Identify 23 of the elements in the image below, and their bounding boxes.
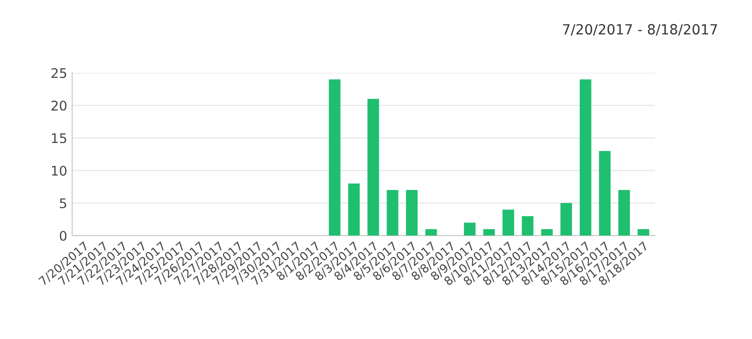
y-tick-label: 5 (60, 198, 66, 208)
bar (367, 98, 380, 236)
bar (425, 229, 437, 236)
bar (464, 222, 476, 236)
bar (638, 229, 650, 236)
bar (580, 79, 592, 236)
y-tick-label: 20 (52, 100, 66, 111)
bar (599, 150, 611, 236)
bar (483, 229, 495, 236)
bar (328, 79, 340, 236)
chart-title: 7/20/2017 - 8/18/2017 (563, 24, 717, 36)
bar (406, 190, 418, 236)
y-tick-label: 10 (52, 166, 66, 176)
bar (618, 190, 630, 236)
y-tick-label: 15 (52, 133, 66, 144)
bar (541, 229, 553, 236)
bar (522, 216, 534, 236)
y-tick-label: 25 (52, 68, 66, 78)
bar (560, 203, 572, 236)
y-tick-label: 0 (60, 230, 66, 241)
bar (386, 190, 398, 236)
bar (502, 210, 514, 236)
bar (348, 184, 360, 236)
